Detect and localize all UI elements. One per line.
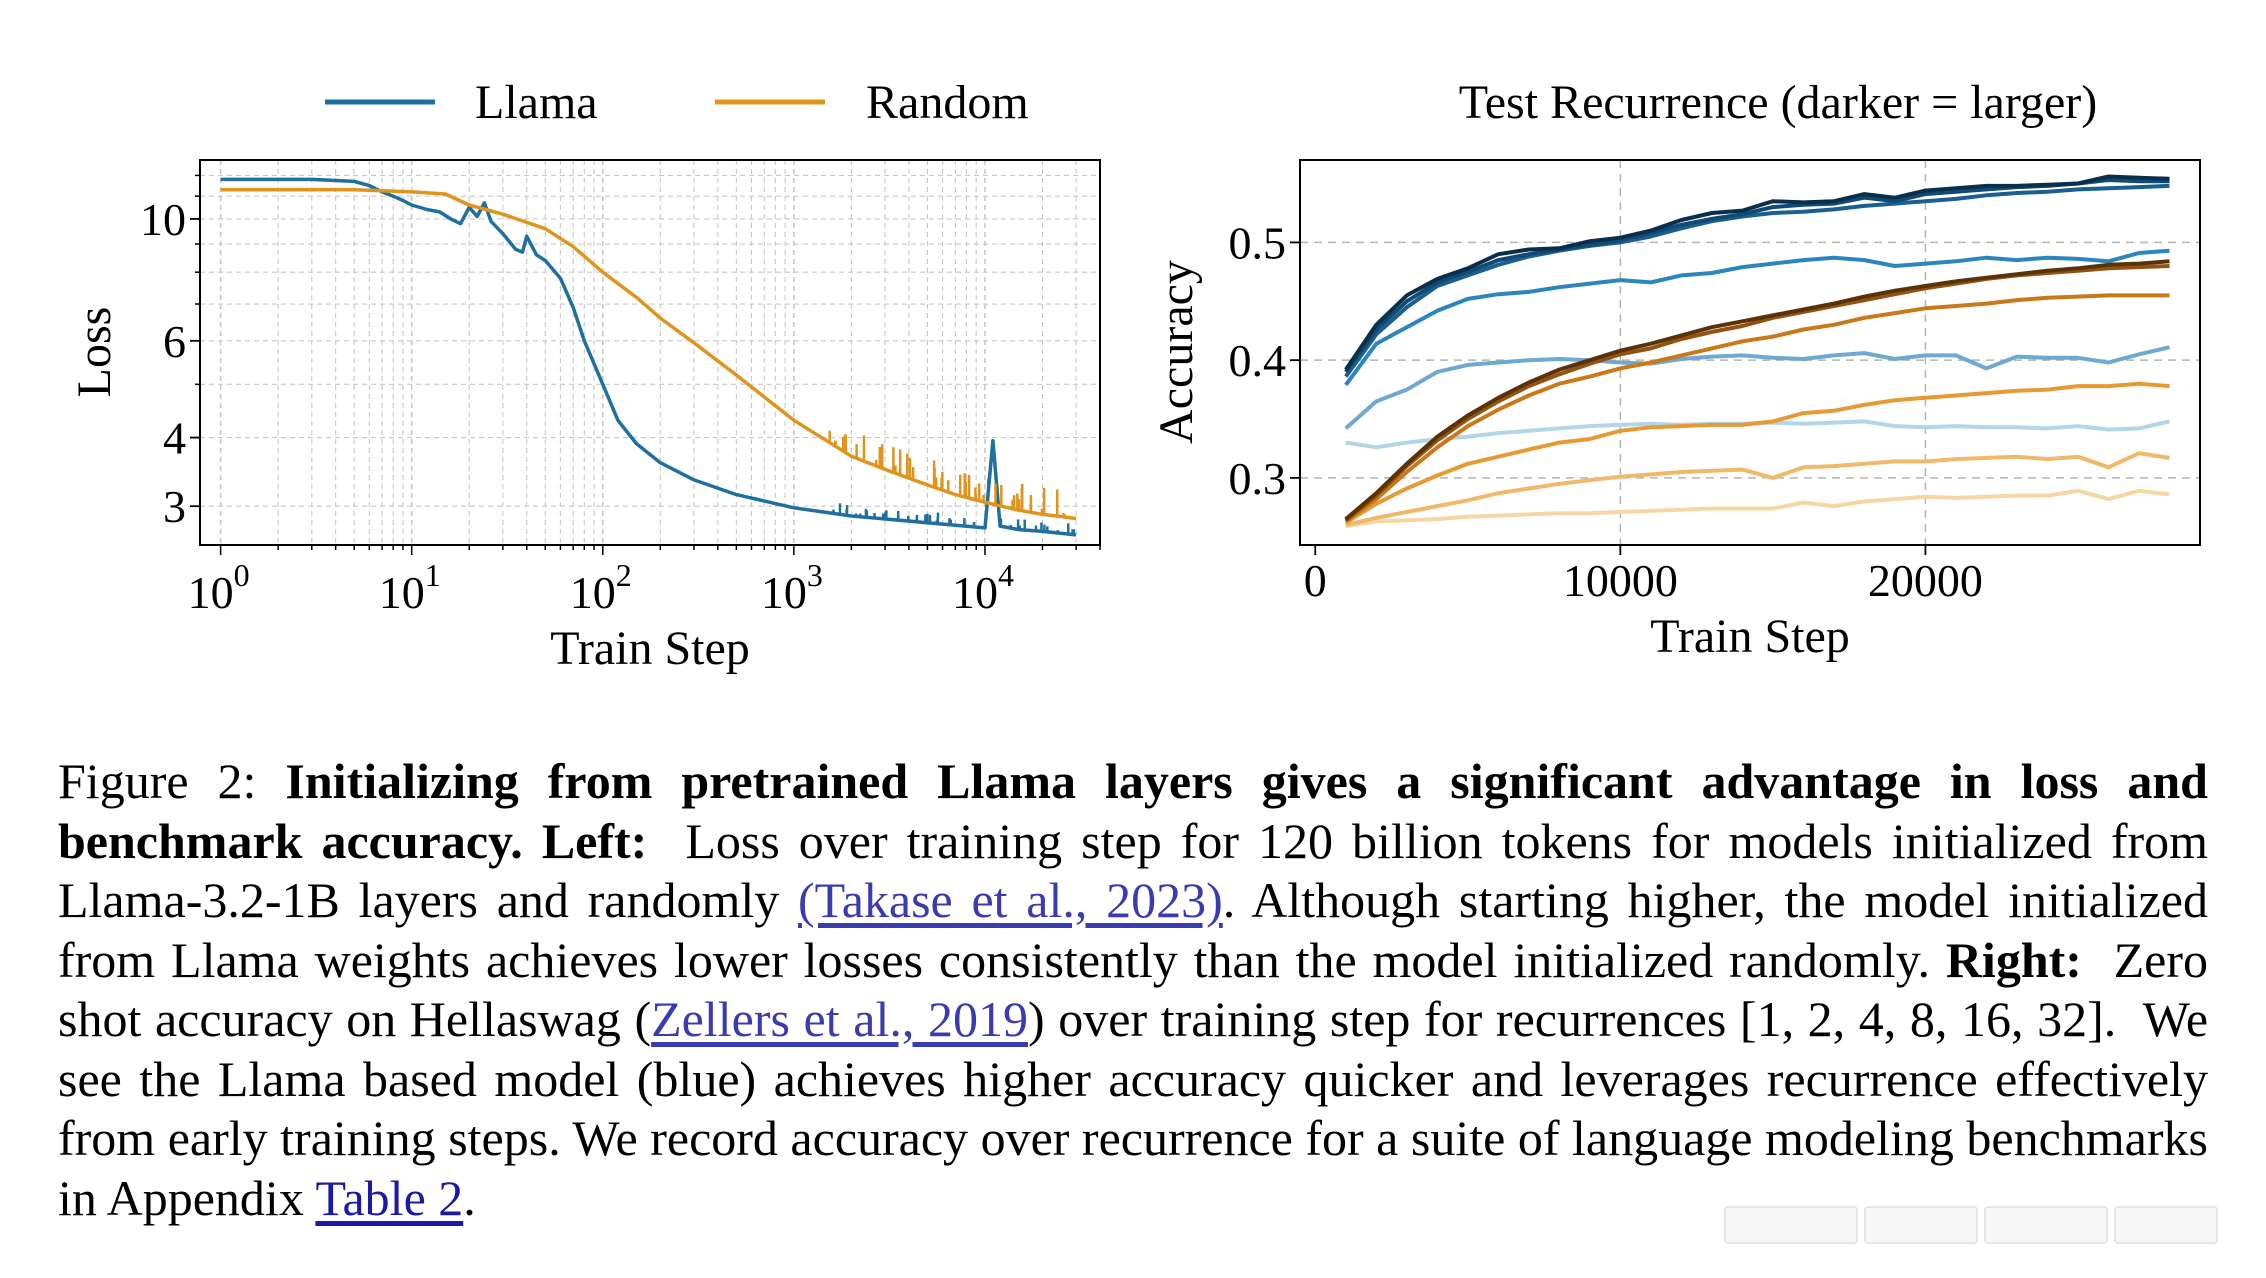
left-y-tick-label: 3 (163, 481, 186, 532)
left-ticks: 3 4 6 10 100 101 102 103 104 (140, 174, 1101, 618)
citation-zellers[interactable]: Zellers et al., 2019 (651, 991, 1028, 1047)
left-y-tick-label: 4 (163, 413, 186, 464)
figure-caption: Figure 2: Initializing from pretrained L… (58, 752, 2208, 1228)
left-y-tick-label: 6 (163, 316, 186, 367)
figure: Llama Random 3 4 6 10 100 101 102 103 104 Loss T… (68, 76, 2201, 675)
right-x-tick-label: 20000 (1868, 555, 1983, 606)
right-y-axis-label: Accuracy (1150, 260, 1203, 444)
caption-left-label: Left: (541, 812, 648, 869)
right-series-llama-r8 (1344, 183, 2170, 378)
caption-right-text: Zero shot accuracy on Hellaswag (58, 931, 2208, 1048)
right-series-random-r16 (1344, 264, 2170, 522)
left-x-axis-label: Train Step (550, 622, 750, 675)
left-series (220, 177, 1077, 537)
caption-right-label: Right: (1945, 931, 2082, 988)
right-chart-title: Test Recurrence (darker = larger) (1459, 76, 2097, 129)
left-grid (200, 160, 1101, 545)
left-x-tick-label: 103 (761, 557, 823, 618)
right-grid (1300, 160, 2200, 545)
right-x-axis-label: Train Step (1650, 610, 1850, 663)
caption-bold-intro: Initializing from pretrained Llama layer… (58, 753, 2208, 869)
right-axes-frame (1299, 159, 2201, 546)
right-x-tick-label: 0 (1304, 555, 1327, 606)
left-x-tick-label: 102 (570, 557, 632, 618)
left-axes-frame (199, 159, 1101, 546)
left-y-tick-label: 10 (140, 194, 186, 245)
right-y-tick-label: 0.3 (1229, 453, 1287, 504)
caption-paren-open: ( (634, 991, 652, 1047)
caption-end: . (463, 1169, 476, 1226)
right-series-llama-r4 (1344, 248, 2170, 387)
right-series-llama-r32 (1344, 174, 2170, 371)
watermark (1724, 1194, 2244, 1254)
right-series-random-r8 (1344, 293, 2170, 524)
right-series-llama-r2 (1344, 345, 2170, 430)
right-series-random-r4 (1344, 381, 2170, 525)
left-y-axis-label: Loss (68, 307, 121, 398)
table-2-link[interactable]: Table 2 (315, 1169, 464, 1226)
legend: Llama Random (325, 76, 1029, 129)
citation-takase[interactable]: (Takase et al., 2023) (798, 872, 1223, 928)
right-y-tick-label: 0.4 (1229, 335, 1287, 386)
legend-llama-label: Llama (475, 76, 598, 129)
right-series-random-r2 (1345, 451, 2170, 527)
right-series-random-r1 (1345, 488, 2170, 529)
right-x-tick-label: 10000 (1563, 555, 1678, 606)
left-series-random (220, 187, 1077, 521)
right-y-tick-label: 0.5 (1229, 217, 1287, 268)
left-loss-chart: 3 4 6 10 100 101 102 103 104 Loss Train Step (68, 159, 1101, 675)
left-x-tick-label: 101 (379, 557, 441, 618)
left-series-llama (220, 177, 1077, 537)
right-series (1344, 174, 2170, 529)
left-x-tick-label: 100 (188, 557, 250, 618)
right-accuracy-chart: Test Recurrence (darker = larger) 0 10000… (1150, 76, 2201, 663)
right-series-random-r32 (1344, 259, 2170, 521)
legend-random-label: Random (866, 76, 1029, 129)
left-x-tick-label: 104 (952, 557, 1014, 618)
caption-left-text: Loss over training step for 120 billion … (58, 812, 2209, 929)
caption-right-text-2: over training step for recurrences (1058, 991, 1727, 1047)
caption-paren-close: ) (1027, 991, 1045, 1047)
caption-left-text-2: . Although starting higher, the model in… (58, 872, 2208, 988)
caption-figure-label: Figure 2: (58, 753, 286, 809)
caption-recurrences: [1, 2, 4, 8, 16, 32]. (1739, 991, 2117, 1047)
right-ticks: 0 10000 20000 0.3 0.4 0.5 (1229, 217, 1983, 606)
caption-right-text-3: We see the Llama based model (blue) achi… (58, 991, 2209, 1226)
